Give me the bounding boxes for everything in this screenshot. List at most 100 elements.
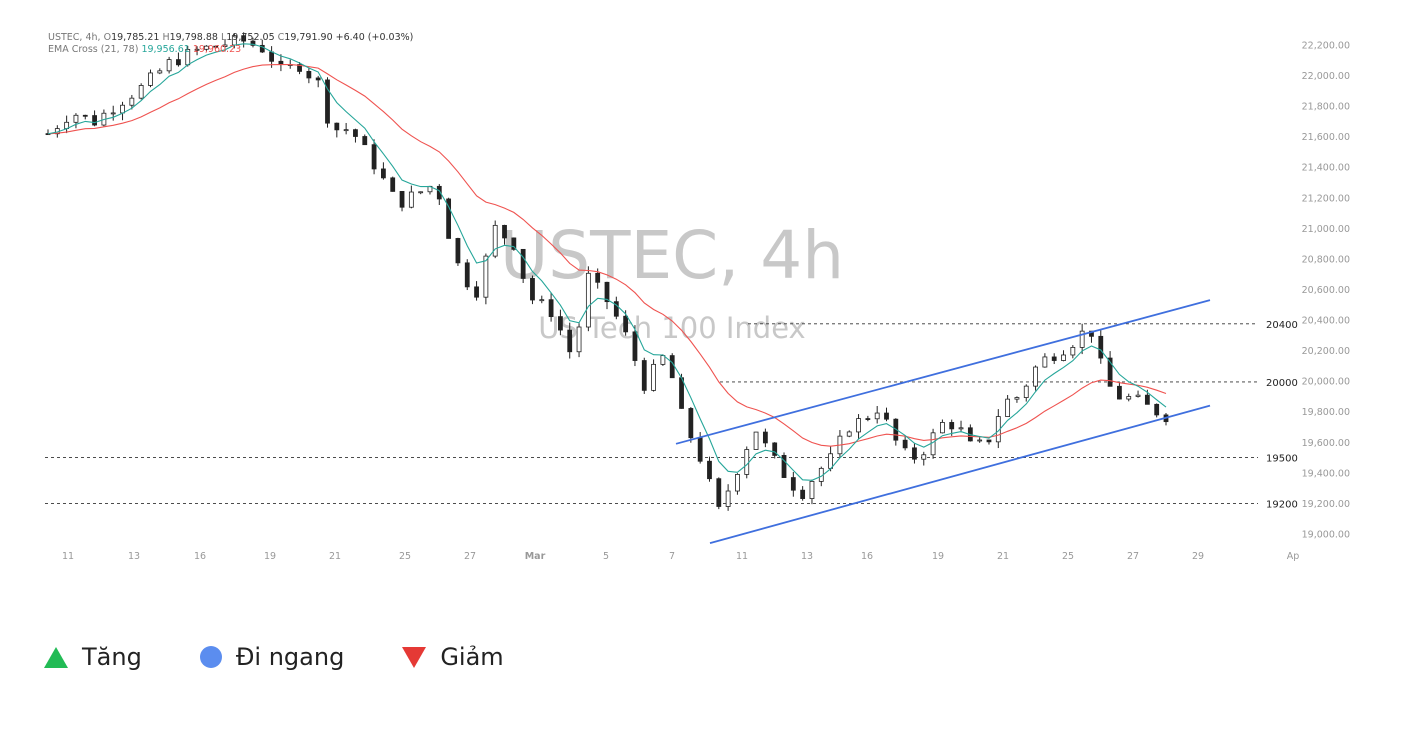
candle-body — [874, 412, 880, 420]
circle-icon — [199, 646, 222, 668]
candle-body — [762, 431, 768, 444]
x-tick-label: 21 — [997, 551, 1009, 562]
candle-body — [371, 144, 377, 170]
candle-body — [539, 299, 545, 302]
candle-body — [735, 474, 740, 492]
candle-body — [744, 449, 750, 475]
candle-body — [921, 454, 927, 460]
candle-body — [157, 70, 163, 74]
candle-body — [548, 299, 554, 318]
candle-body — [1070, 346, 1076, 356]
candle-body — [623, 315, 629, 333]
candle-body — [1023, 385, 1029, 398]
candle-body — [334, 122, 340, 131]
x-tick-label: 7 — [669, 551, 675, 562]
candle-body — [194, 48, 200, 51]
candle-body — [511, 237, 517, 250]
legend-label-up: Tăng — [82, 643, 142, 671]
triangle-up-icon — [44, 646, 68, 668]
candle-body — [651, 363, 656, 391]
candle-body — [222, 44, 228, 47]
candle-body — [278, 60, 284, 65]
legend-item-sideways: Đi ngang — [199, 643, 344, 671]
candle-body — [725, 490, 731, 507]
candle-body — [1117, 385, 1122, 400]
x-tick-label: 19 — [932, 551, 944, 562]
x-tick-label: 11 — [62, 551, 74, 562]
y-tick-label: 20,000.00 — [1302, 377, 1350, 388]
candle-body — [120, 104, 125, 114]
candle-body — [399, 191, 405, 208]
candle-body — [353, 129, 358, 137]
candle-body — [567, 329, 573, 353]
candle-body — [73, 114, 79, 123]
candle-body — [362, 136, 368, 146]
level-label: 20000 — [1266, 378, 1298, 389]
candle-body — [492, 224, 498, 257]
y-tick-label: 22,000.00 — [1302, 71, 1350, 82]
triangle-down-icon — [402, 646, 427, 668]
candle-body — [1061, 354, 1066, 361]
candle-body — [800, 489, 806, 499]
candle-body — [474, 286, 479, 298]
y-tick-label: 21,400.00 — [1302, 163, 1350, 174]
candle-body — [688, 408, 694, 439]
y-tick-label: 20,800.00 — [1302, 254, 1350, 265]
candle-body — [390, 177, 396, 192]
x-tick-label: 25 — [399, 551, 411, 562]
y-tick-label: 20,600.00 — [1302, 285, 1350, 296]
candle-body — [418, 191, 424, 194]
x-tick-label: 27 — [1127, 551, 1139, 562]
candle-body — [641, 360, 647, 391]
candle-body — [1079, 330, 1085, 348]
y-tick-label: 19,200.00 — [1302, 499, 1350, 510]
candle-body — [241, 35, 247, 42]
candle-body — [613, 301, 619, 317]
candle-body — [930, 432, 936, 456]
candle-body — [558, 316, 563, 331]
candle-body — [315, 77, 321, 81]
candle-body — [576, 326, 582, 353]
y-tick-label: 20,400.00 — [1302, 316, 1350, 327]
watermark-symbol: USTEC, 4h — [500, 217, 844, 294]
candle-body — [436, 185, 442, 200]
candle-body — [912, 447, 917, 460]
candle-body — [1144, 394, 1150, 405]
candle-body — [380, 168, 386, 179]
candle-body — [884, 412, 889, 420]
candle-body — [455, 238, 461, 264]
candle-body — [1154, 403, 1160, 416]
candle-body — [902, 439, 908, 449]
candle-body — [1126, 396, 1132, 400]
candle-body — [464, 262, 470, 288]
y-tick-label: 22,200.00 — [1302, 41, 1350, 52]
candle-body — [632, 331, 638, 361]
candle-body — [772, 442, 778, 456]
level-label: 19200 — [1266, 499, 1298, 510]
candle-body — [809, 480, 815, 499]
candle-body — [138, 85, 144, 99]
y-tick-label: 19,400.00 — [1302, 468, 1350, 479]
chart-area: USTEC, 4h US Tech 100 Index 22,200.00 22,00… — [45, 32, 1350, 562]
y-tick-label: 21,800.00 — [1302, 102, 1350, 113]
x-tick-label: 29 — [1192, 551, 1204, 562]
x-tick-label: 19 — [264, 551, 276, 562]
candle-body — [1098, 335, 1104, 359]
y-tick-label: 21,600.00 — [1302, 132, 1350, 143]
x-tick-label: Ap — [1287, 551, 1300, 562]
candle-body — [846, 431, 852, 437]
level-label: 20400 — [1266, 320, 1298, 331]
y-tick-label: 20,200.00 — [1302, 346, 1350, 357]
channel-lower-line — [709, 404, 1211, 544]
candle-body — [595, 272, 601, 283]
candle-body — [325, 79, 330, 124]
candle-body — [604, 281, 610, 303]
ema-header: EMA Cross (21, 78) 19,956.61 19,960.23 — [48, 44, 241, 55]
candle-body — [259, 44, 265, 53]
candle-body — [660, 355, 666, 365]
ohlc-header: USTEC, 4h, O19,785.21 H19,798.88 L19,752… — [48, 32, 413, 43]
y-tick-label: 21,000.00 — [1302, 224, 1350, 235]
candle-body — [250, 40, 256, 46]
candle-body — [669, 355, 675, 379]
